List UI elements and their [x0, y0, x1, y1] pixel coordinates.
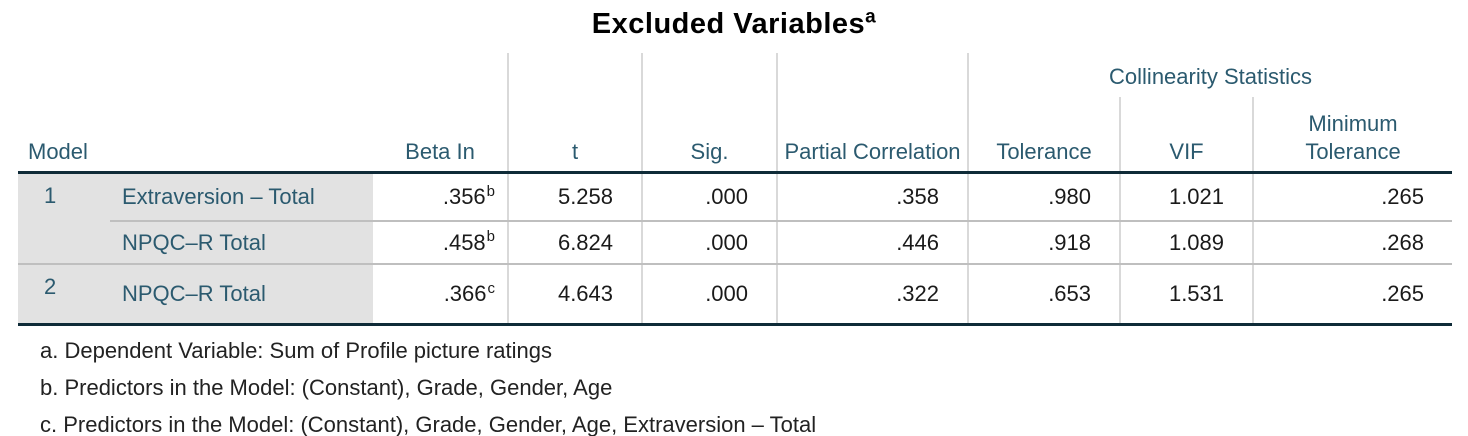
column-header-partial-correlation: Partial Correlation	[776, 53, 969, 174]
variable-name-cell: NPQC–R Total	[110, 221, 374, 265]
beta-in-value: .366	[443, 281, 487, 306]
sig-cell: .000	[641, 172, 778, 222]
model-number-cell: 2	[18, 264, 110, 326]
excluded-variables-table: Model Beta In t Sig. Partial Correlation…	[18, 53, 1453, 326]
t-cell: 6.824	[507, 221, 643, 265]
beta-in-footnote-marker: c	[487, 279, 496, 297]
column-header-beta-in: Beta In	[373, 53, 509, 174]
vif-cell: 1.021	[1119, 172, 1254, 222]
table-row: NPQC–R Total .458b 6.824 .000 .446 .918 …	[18, 221, 1453, 265]
column-header-tolerance: Tolerance	[967, 97, 1121, 174]
column-group-header-collinearity-statistics: Collinearity Statistics	[967, 53, 1453, 97]
beta-in-value: .458	[442, 229, 486, 255]
vif-cell: 1.089	[1119, 221, 1254, 265]
sig-cell: .000	[641, 264, 778, 326]
beta-in-cell: .356b	[373, 172, 509, 222]
table-footnotes: a. Dependent Variable: Sum of Profile pi…	[40, 340, 1468, 436]
minimum-tolerance-cell: .265	[1252, 264, 1453, 326]
beta-in-footnote-marker: b	[486, 228, 496, 246]
footnote-a: a. Dependent Variable: Sum of Profile pi…	[40, 338, 552, 363]
minimum-tolerance-cell: .265	[1252, 172, 1453, 222]
t-cell: 5.258	[507, 172, 643, 222]
vif-cell: 1.531	[1119, 264, 1254, 326]
title-text: Excluded Variables	[591, 8, 866, 40]
header-row-top: Model Beta In t Sig. Partial Correlation…	[18, 53, 1453, 174]
variable-name-cell: Extraversion – Total	[110, 172, 374, 222]
minimum-tolerance-cell: .268	[1252, 221, 1453, 265]
column-header-minimum-tolerance: Minimum Tolerance	[1252, 97, 1453, 174]
column-header-t: t	[507, 53, 643, 174]
partial-correlation-cell: .322	[776, 264, 969, 326]
title-footnote-marker: a	[865, 6, 877, 28]
partial-correlation-cell: .446	[776, 221, 969, 265]
model-number-cell: 1	[18, 172, 110, 265]
column-header-sig: Sig.	[641, 53, 778, 174]
tolerance-cell: .918	[967, 221, 1121, 265]
beta-in-cell: .458b	[373, 221, 509, 265]
sig-cell: .000	[641, 221, 778, 265]
beta-in-footnote-marker: b	[486, 182, 496, 200]
tolerance-cell: .653	[967, 264, 1121, 326]
footnote-c: c. Predictors in the Model: (Constant), …	[40, 412, 817, 436]
partial-correlation-cell: .358	[776, 172, 969, 222]
header-row-sub: Tolerance VIF Minimum Tolerance	[18, 97, 1453, 174]
table-row: 2 NPQC–R Total .366c 4.643 .000 .322 .65…	[18, 264, 1453, 326]
beta-in-value: .356	[442, 184, 486, 209]
variable-name-cell: NPQC–R Total	[110, 264, 374, 326]
tolerance-cell: .980	[967, 172, 1121, 222]
footnote-b: b. Predictors in the Model: (Constant), …	[40, 375, 613, 400]
table-row: 1 Extraversion – Total .356b 5.258 .000 …	[18, 172, 1453, 265]
beta-in-cell: .366c	[373, 264, 509, 326]
column-header-vif: VIF	[1119, 97, 1254, 174]
page-title: Excluded Variablesa	[0, 6, 1468, 41]
column-header-model: Model	[18, 53, 374, 174]
t-cell: 4.643	[507, 264, 643, 326]
